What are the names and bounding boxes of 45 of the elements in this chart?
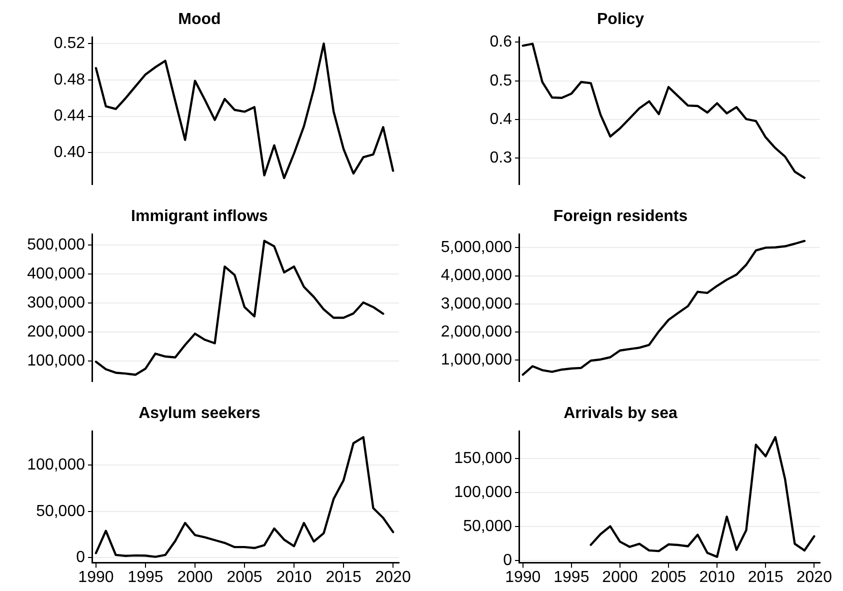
- y-tick-label: 0.52: [54, 34, 86, 52]
- y-tick-label: 0.48: [54, 71, 86, 88]
- y-tick-label: 5,000,000: [440, 239, 512, 256]
- x-tick-label: 2010: [276, 568, 312, 586]
- y-tick-label: 50,000: [463, 518, 512, 535]
- chart-title: Policy: [596, 11, 644, 28]
- y-tick-label: 500,000: [27, 236, 86, 254]
- x-tick-label: 2010: [699, 568, 735, 586]
- x-tick-label: 2005: [226, 568, 262, 586]
- x-tick-label: 2000: [602, 568, 638, 586]
- x-tick-label: 1995: [554, 568, 590, 586]
- y-tick-label: 3,000,000: [440, 295, 512, 312]
- y-tick-label: 150,000: [454, 450, 512, 468]
- chart-title: Mood: [178, 11, 221, 28]
- chart-title: Arrivals by sea: [564, 405, 678, 422]
- y-tick-label: 0.3: [490, 150, 512, 167]
- y-tick-label: 100,000: [454, 484, 512, 501]
- y-tick-label: 400,000: [27, 266, 86, 283]
- y-tick-label: 0.44: [54, 108, 86, 125]
- y-tick-label: 0.5: [490, 72, 512, 90]
- chart-title: Immigrant inflows: [131, 208, 268, 226]
- y-tick-label: 0.40: [54, 144, 86, 162]
- y-tick-label: 100,000: [27, 352, 86, 370]
- x-tick-label: 2015: [326, 568, 362, 586]
- y-tick-label: 0: [76, 549, 86, 566]
- y-tick-label: 4,000,000: [440, 267, 512, 284]
- y-tick-label: 0.6: [490, 34, 512, 51]
- chart-title: Foreign residents: [553, 208, 688, 226]
- x-tick-label: 2000: [177, 568, 213, 586]
- y-tick-label: 1,000,000: [440, 351, 512, 368]
- x-tick-label: 1990: [78, 568, 114, 586]
- y-tick-label: 0: [503, 552, 512, 569]
- x-tick-label: 2020: [375, 568, 411, 586]
- x-tick-label: 1995: [128, 568, 164, 586]
- x-tick-label: 2015: [748, 568, 784, 586]
- y-tick-label: 200,000: [27, 323, 86, 340]
- y-tick-label: 50,000: [36, 502, 86, 520]
- x-tick-label: 2020: [796, 568, 832, 586]
- x-tick-label: 2005: [650, 568, 686, 586]
- y-tick-label: 300,000: [27, 294, 86, 312]
- y-tick-label: 2,000,000: [440, 323, 512, 340]
- y-tick-label: 0.4: [490, 110, 512, 128]
- x-tick-label: 1990: [505, 568, 541, 586]
- y-tick-label: 100,000: [27, 456, 86, 474]
- chart-title: Asylum seekers: [138, 405, 261, 422]
